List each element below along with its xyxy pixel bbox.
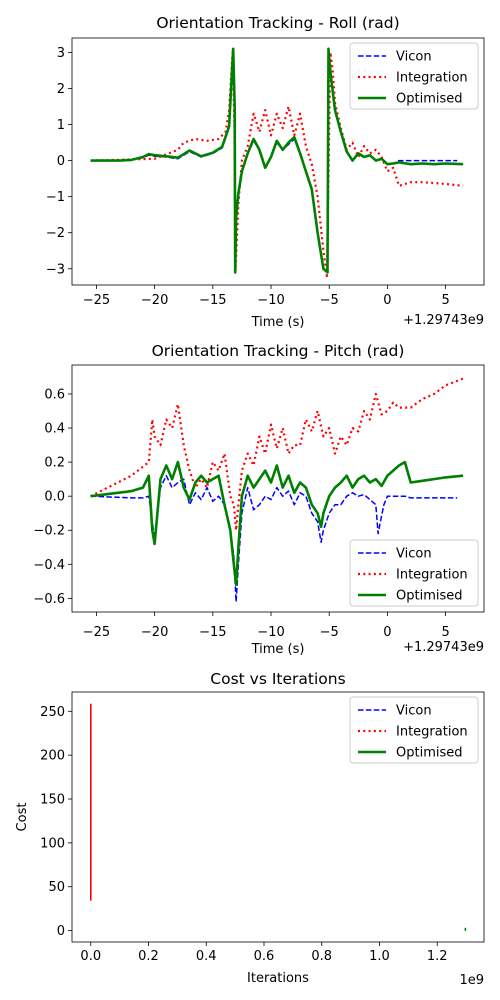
plot-area [90,703,467,932]
legend-label-integration: Integration [396,568,468,583]
legend-label-optimised: Optimised [396,92,463,107]
x-tick-label: −20 [141,293,168,308]
legend-box [349,539,479,607]
y-tick-label: 150 [40,793,65,808]
axis-offset-text: +1.29743e9 [403,640,484,655]
x-tick-label: −15 [199,293,226,308]
legend-label-optimised: Optimised [396,746,463,761]
y-tick-label: 2 [57,82,65,97]
y-tick-label: −2 [46,226,65,241]
x-tick-label: 0.6 [254,949,275,964]
y-tick-label: 0.0 [44,490,65,505]
chart-1: Orientation Tracking - Roll (rad)−25 −20−… [46,14,485,330]
y-tick-label: 0.6 [44,387,65,402]
x-tick-label: −25 [83,293,110,308]
legend-label-vicon: Vicon [396,704,432,719]
y-tick-label: −0.2 [33,524,65,539]
chart-3: Cost vs Iterations 0.0 0.2 0.4 0.6 0.8 1.0 1.2 0… [15,670,485,988]
y-tick-label: −3 [46,262,65,277]
series-line-optimised [90,47,464,274]
y-tick-label: 0.4 [44,422,65,437]
axes-frame [71,364,485,613]
x-tick-label: 0.2 [138,949,159,964]
chart-title: Orientation Tracking - Pitch (rad) [152,342,405,360]
x-tick-label: −15 [199,625,226,640]
y-axis-label: Cost [15,803,30,832]
y-tick-label: 50 [48,880,65,895]
legend-box [349,42,479,110]
y-tick-label: −0.4 [33,558,65,573]
y-tick-label: −0.6 [33,592,65,607]
legend-label-vicon: Vicon [396,50,432,65]
x-tick-label: −20 [141,625,168,640]
legend-label-integration: Integration [396,71,468,86]
y-tick-label: 200 [40,749,65,764]
x-tick-label: 1.0 [369,949,390,964]
x-axis-label: Time (s) [251,642,305,657]
x-axis-label: Iterations [247,971,309,986]
series-line-integration [90,377,464,532]
y-tick-label: 100 [40,836,65,851]
x-tick-label: 5 [441,293,449,308]
x-tick-label: −10 [257,293,284,308]
legend-label-vicon: Vicon [396,547,432,562]
x-tick-label: 0.8 [311,949,332,964]
chart-title: Cost vs Iterations [210,670,345,688]
legend-box [349,696,479,764]
legend: Vicon Integration Optimised [349,42,479,110]
series-line-optimised [90,460,464,587]
x-tick-label: −10 [257,625,284,640]
x-tick-label: −25 [83,625,110,640]
legend-label-integration: Integration [396,725,468,740]
x-tick-label: −5 [320,625,339,640]
x-axis-label: Time (s) [251,315,305,330]
y-tick-label: 0 [57,924,65,939]
x-tick-label: 5 [441,625,449,640]
legend: Vicon Integration Optimised [349,696,479,764]
y-tick-label: 250 [40,705,65,720]
y-tick-label: 1 [57,118,65,133]
x-tick-label: 0 [383,293,391,308]
axis-offset-text: +1.29743e9 [403,313,484,328]
x-tick-label: −5 [320,293,339,308]
plot-area [90,47,464,278]
x-tick-label: 1.2 [427,949,448,964]
axis-offset-text: 1e9 [459,973,484,988]
legend-label-optimised: Optimised [396,589,463,604]
y-tick-label: −1 [46,190,65,205]
chart-2: Orientation Tracking - Pitch (rad) −25 −20… [33,342,485,657]
x-tick-label: 0.4 [196,949,217,964]
x-tick-label: 0.0 [80,949,101,964]
axes-frame [71,691,485,943]
plot-area [90,377,464,603]
axes-frame [71,37,485,286]
y-tick-label: 3 [57,46,65,61]
x-tick-label: 0 [383,625,391,640]
legend: Vicon Integration Optimised [349,539,479,607]
y-tick-label: 0 [57,154,65,169]
chart-title: Orientation Tracking - Roll (rad) [156,14,399,32]
y-tick-label: 0.2 [44,456,65,471]
